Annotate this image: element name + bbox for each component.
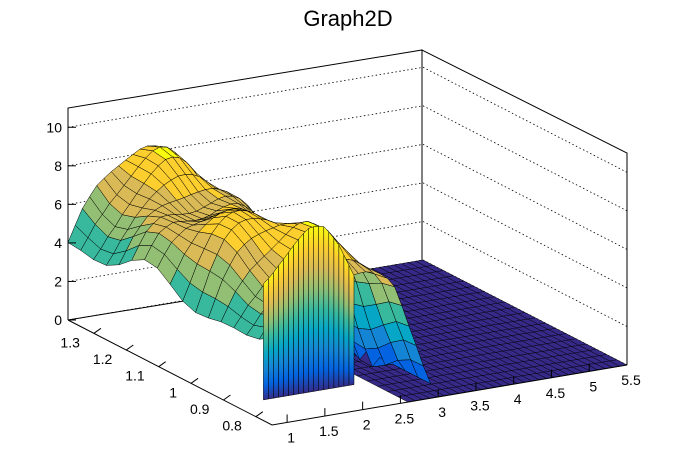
surface-curtain [263, 277, 269, 401]
x-tick-label: 1.5 [319, 423, 339, 439]
y-tick-label: 0.8 [222, 418, 242, 434]
y-tick [158, 361, 166, 368]
floor-mesh-line [377, 349, 597, 387]
y-tick-label: 1 [169, 384, 177, 400]
z-tick-label: 8 [54, 158, 62, 174]
z-tick-label: 6 [54, 196, 62, 212]
surface-mesh [67, 145, 432, 401]
surface-curtain [273, 264, 279, 399]
grid-line [67, 66, 628, 173]
x-tick-label: 5 [589, 378, 597, 394]
y-tick-label: 0.9 [190, 401, 210, 417]
surface-curtain [338, 245, 345, 388]
floor-mesh-line [397, 359, 617, 398]
floor-mesh-line [356, 338, 577, 377]
y-tick-label: 1.3 [60, 334, 80, 350]
z-tick-label: 0 [54, 312, 62, 328]
x-tick-label: 1 [287, 429, 295, 445]
axes: 0 2 4 6 8 10 1 1.5 2 2.5 3 3.5 4 4.5 5 5.5 0.8 0.9 1 1.1 1.2… [46, 119, 641, 445]
surface-curtain [288, 244, 294, 396]
y-tick [125, 344, 134, 351]
surface-curtain [298, 232, 304, 395]
z-tick-label: 2 [54, 273, 62, 289]
surface-curtain [348, 265, 355, 386]
surface-curtain [323, 225, 330, 390]
x-tick-label: 4.5 [546, 385, 566, 401]
box-front-frame [67, 153, 628, 426]
surface-curtain [313, 225, 319, 392]
y-tick [93, 327, 102, 334]
x-tick-label: 5.5 [621, 372, 641, 388]
grid-line [67, 105, 628, 212]
surface-curtain [268, 271, 274, 400]
surface-curtain [308, 226, 314, 393]
x-tick-label: 4 [514, 391, 522, 407]
surface-curtain [318, 225, 325, 391]
surface-curtain [278, 258, 284, 398]
surface-curtain [333, 237, 340, 389]
chart-title: Graph2D [303, 6, 392, 31]
x-tick-label: 3 [438, 404, 446, 420]
y-tick [255, 411, 264, 418]
surface-curtain [303, 227, 309, 394]
x-tick-label: 2 [363, 417, 371, 433]
surface-curtain [328, 231, 335, 390]
front-floor-edge [67, 319, 628, 426]
floor-mesh-line [367, 343, 587, 382]
z-tick-label: 10 [46, 119, 62, 135]
x-tick-label: 2.5 [395, 410, 415, 426]
floor-mesh-line [387, 354, 607, 392]
surface-curtain [293, 238, 299, 396]
surface-cell [410, 359, 432, 385]
y-tick [190, 377, 199, 384]
surface-curtain [343, 255, 350, 387]
y-tick-label: 1.1 [125, 368, 145, 384]
x-tick-label: 3.5 [470, 398, 490, 414]
surface-curtain [283, 251, 289, 397]
z-tick-label: 4 [54, 235, 62, 251]
y-tick-label: 1.2 [93, 351, 113, 367]
y-tick [223, 394, 231, 401]
